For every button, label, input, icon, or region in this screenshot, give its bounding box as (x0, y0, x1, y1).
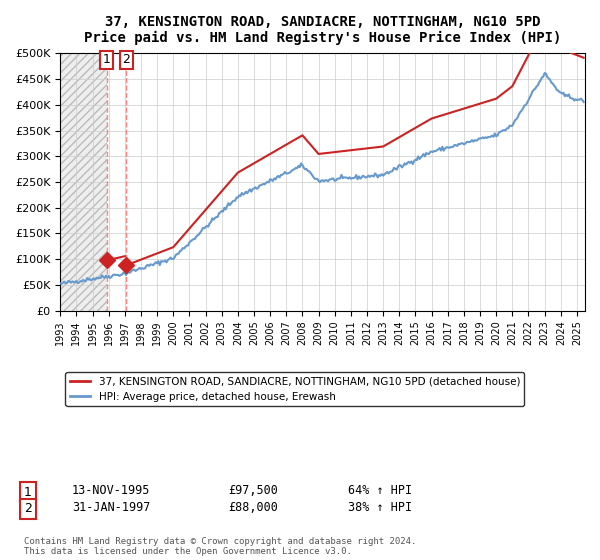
Text: 38% ↑ HPI: 38% ↑ HPI (348, 501, 412, 514)
Text: £88,000: £88,000 (228, 501, 278, 514)
Title: 37, KENSINGTON ROAD, SANDIACRE, NOTTINGHAM, NG10 5PD
Price paid vs. HM Land Regi: 37, KENSINGTON ROAD, SANDIACRE, NOTTINGH… (84, 15, 561, 45)
Legend: 37, KENSINGTON ROAD, SANDIACRE, NOTTINGHAM, NG10 5PD (detached house), HPI: Aver: 37, KENSINGTON ROAD, SANDIACRE, NOTTINGH… (65, 372, 524, 406)
Text: £97,500: £97,500 (228, 484, 278, 497)
Text: 2: 2 (24, 502, 32, 515)
Text: Contains HM Land Registry data © Crown copyright and database right 2024.
This d: Contains HM Land Registry data © Crown c… (24, 537, 416, 557)
Text: 13-NOV-1995: 13-NOV-1995 (72, 484, 151, 497)
Text: 1: 1 (103, 54, 110, 67)
Text: 31-JAN-1997: 31-JAN-1997 (72, 501, 151, 514)
Bar (60, 54, 107, 311)
Text: 64% ↑ HPI: 64% ↑ HPI (348, 484, 412, 497)
Text: 2: 2 (122, 54, 130, 67)
Text: 1: 1 (24, 486, 32, 498)
